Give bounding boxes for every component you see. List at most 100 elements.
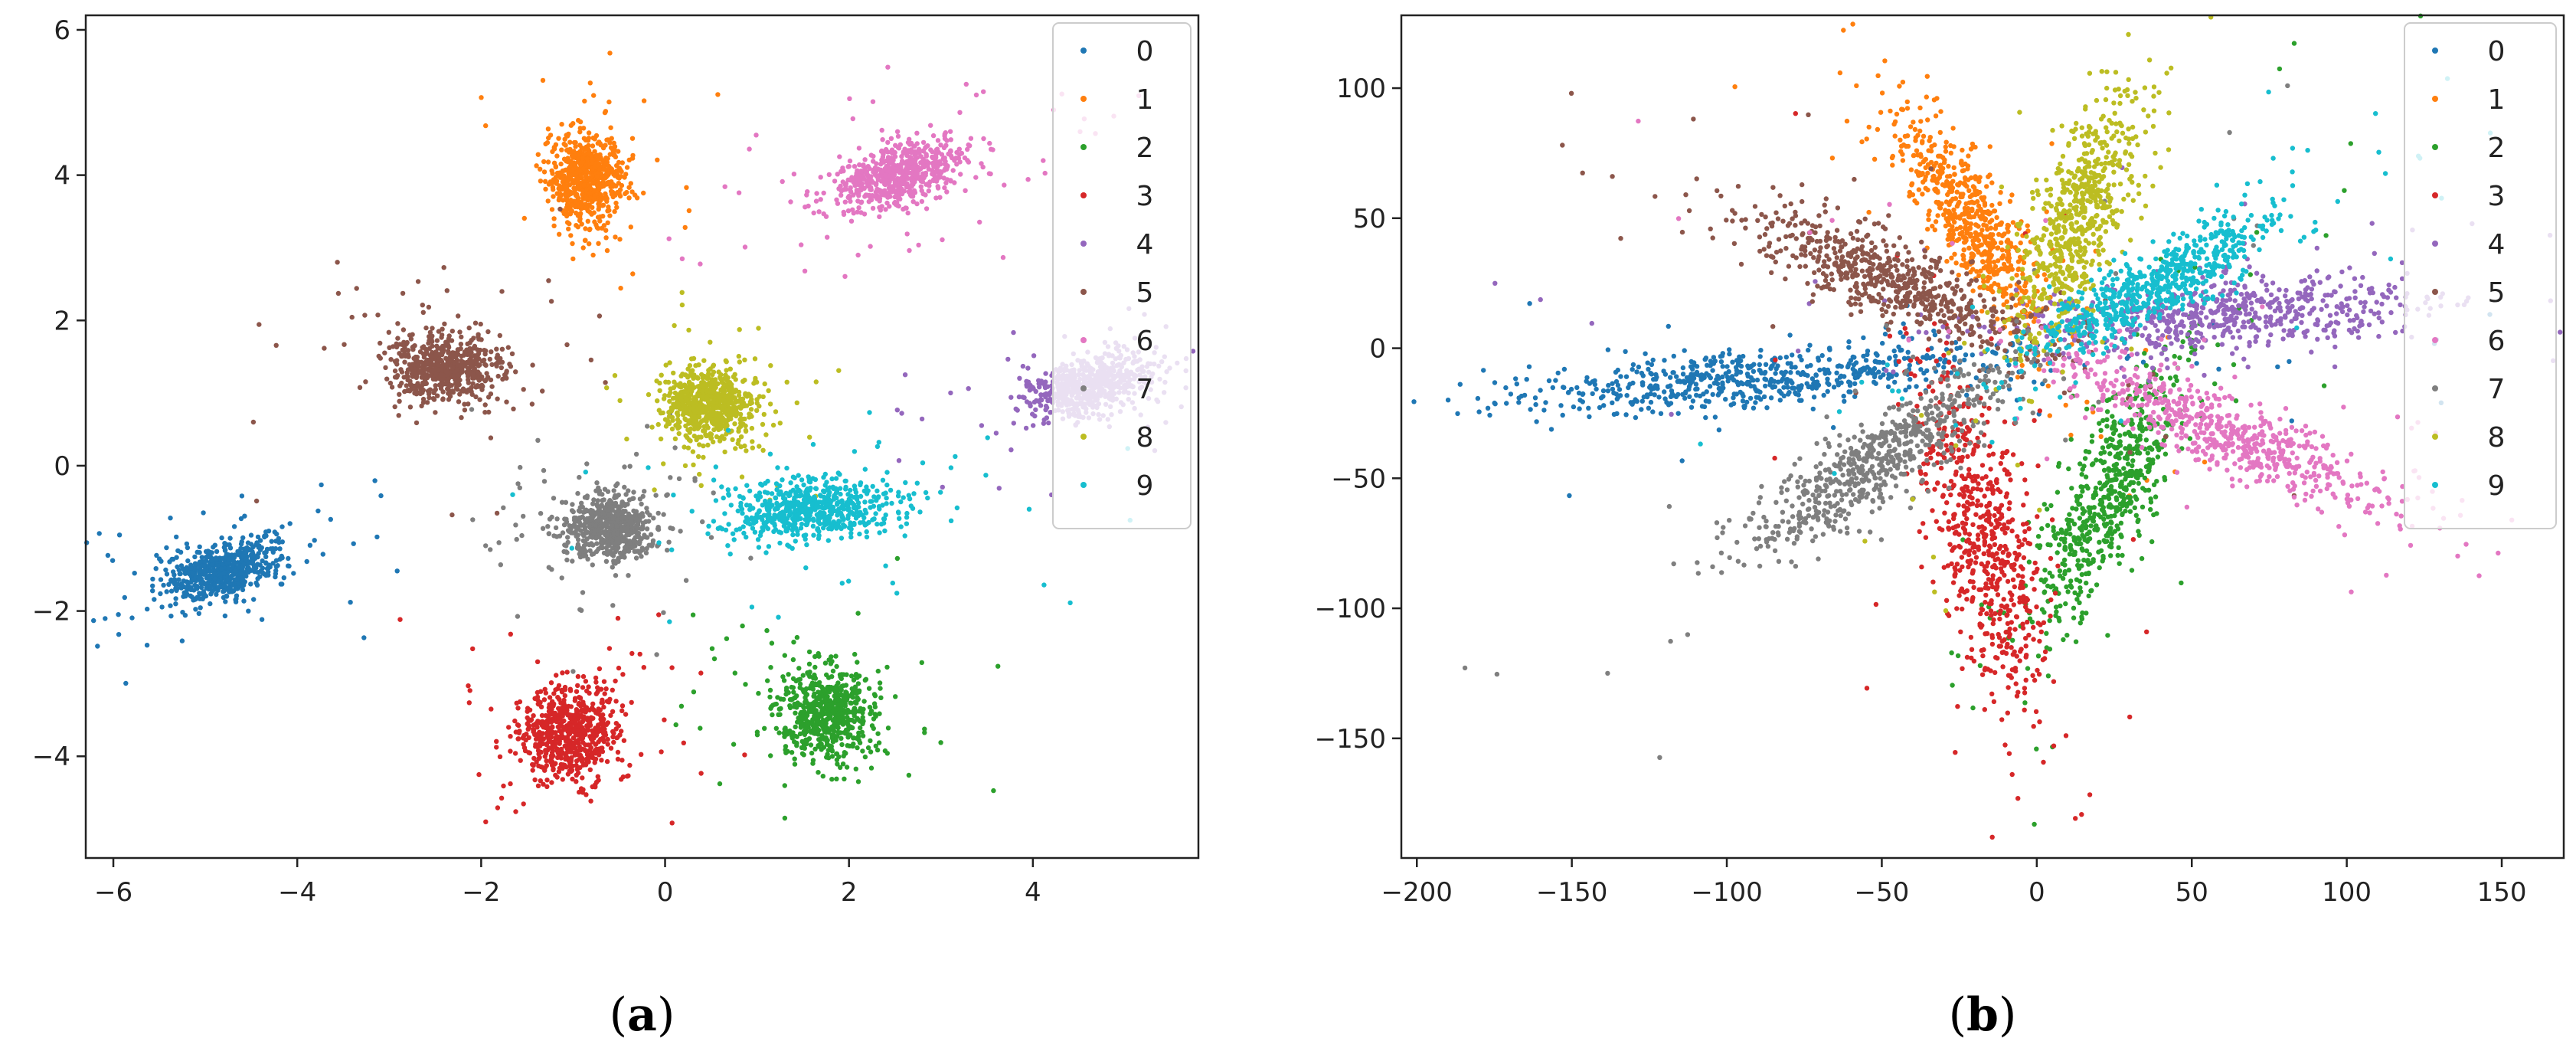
point (574, 689, 580, 694)
point (580, 673, 587, 679)
point (551, 187, 556, 192)
point (477, 362, 482, 368)
point (588, 715, 594, 720)
point (407, 366, 413, 372)
point (596, 241, 601, 246)
point (547, 712, 552, 718)
point (574, 779, 579, 784)
point (252, 565, 257, 570)
point (912, 190, 918, 195)
point (397, 398, 402, 404)
point (239, 493, 245, 499)
point (394, 568, 400, 574)
point (426, 304, 432, 310)
point (583, 173, 589, 179)
point (198, 575, 203, 581)
point (231, 553, 237, 558)
point (842, 199, 848, 205)
point (870, 99, 876, 104)
point (607, 213, 613, 218)
point (403, 352, 408, 358)
point (483, 123, 489, 129)
point (521, 387, 526, 392)
point (634, 195, 640, 201)
point (200, 596, 205, 601)
point (168, 588, 175, 594)
point (501, 505, 506, 510)
point (382, 350, 387, 355)
point (521, 215, 527, 221)
point (238, 516, 244, 522)
point (559, 147, 564, 152)
point (846, 164, 852, 169)
point (966, 386, 971, 391)
point (538, 764, 544, 770)
point (423, 347, 429, 352)
point (556, 136, 561, 141)
point (904, 205, 909, 211)
point (544, 732, 551, 737)
point (655, 157, 660, 162)
point (806, 661, 812, 666)
point (470, 372, 476, 377)
point (775, 695, 780, 700)
point (742, 244, 748, 250)
point (785, 748, 790, 754)
point (904, 231, 910, 237)
point (570, 669, 576, 674)
point (842, 776, 847, 781)
point (467, 362, 473, 367)
point (499, 346, 505, 352)
point (361, 635, 367, 640)
point (777, 712, 783, 717)
point (571, 149, 577, 154)
point (549, 168, 554, 174)
point (639, 752, 644, 757)
point (504, 399, 509, 404)
point (470, 517, 476, 522)
point (919, 416, 925, 422)
point (456, 352, 461, 357)
point (351, 541, 356, 546)
point (580, 590, 586, 595)
point (467, 688, 472, 693)
point (562, 192, 567, 197)
point (806, 720, 812, 725)
point (616, 175, 622, 181)
point (388, 357, 394, 362)
point (612, 173, 618, 178)
point (420, 374, 426, 379)
point (609, 192, 615, 197)
point (204, 554, 210, 559)
point (861, 162, 866, 168)
point (307, 542, 313, 548)
point (193, 607, 198, 612)
point (765, 678, 770, 683)
point (607, 51, 613, 56)
point (773, 701, 779, 707)
point (942, 136, 948, 142)
point (886, 181, 891, 186)
point (1017, 375, 1022, 381)
point (495, 373, 501, 379)
point (287, 521, 293, 526)
point (615, 481, 620, 486)
point (811, 709, 816, 715)
point (201, 568, 207, 574)
point (198, 568, 203, 574)
point (1046, 420, 1051, 426)
point (907, 160, 914, 165)
point (549, 750, 555, 755)
point (263, 560, 269, 565)
point (504, 375, 509, 381)
point (1039, 397, 1044, 403)
point (981, 136, 986, 142)
point (545, 198, 551, 204)
point (439, 377, 445, 382)
point (354, 286, 359, 291)
point (874, 747, 881, 753)
point (848, 700, 854, 706)
point (556, 683, 562, 689)
point (1030, 411, 1035, 417)
point (606, 99, 612, 105)
